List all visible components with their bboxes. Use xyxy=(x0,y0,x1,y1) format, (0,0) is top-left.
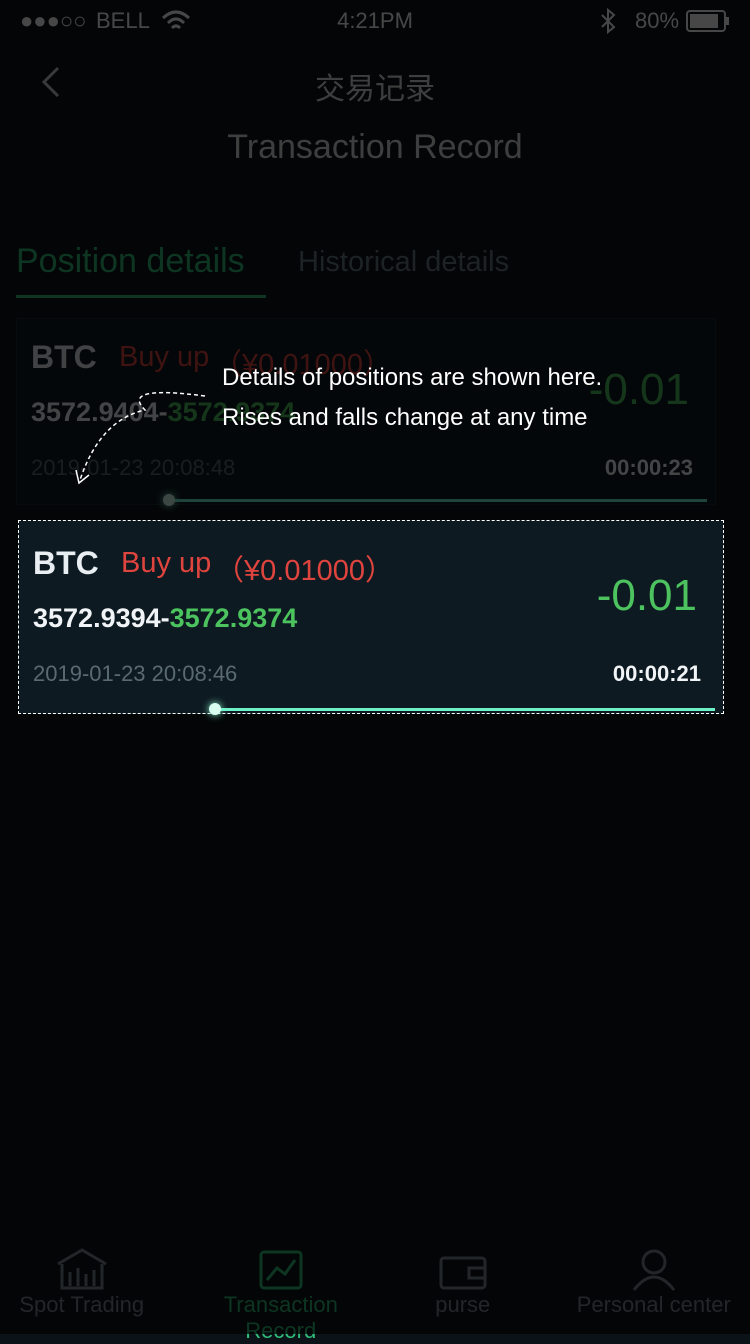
duration: 00:00:21 xyxy=(612,661,701,686)
price-current: 3572.9374 xyxy=(169,603,298,633)
guide-text: Rises and falls change at any time xyxy=(222,404,588,431)
guide-arrow xyxy=(75,391,206,485)
position-card: BTC Buy up （¥0.01000） 3572.9394-3572.9374 20… xyxy=(18,520,724,715)
open-time: 2019-01-23 20:08:46 xyxy=(33,661,238,686)
guide-text: Details of positions are shown here. xyxy=(222,364,603,391)
progress-track xyxy=(215,708,715,711)
direction: Buy up xyxy=(121,547,212,579)
progress-dot xyxy=(209,703,221,715)
price-open: 3572.9394- xyxy=(33,603,170,633)
amount: （¥0.01000） xyxy=(215,555,394,587)
price-range: 3572.9394-3572.9374 xyxy=(33,603,297,634)
symbol: BTC xyxy=(33,545,99,581)
change: -0.01 xyxy=(596,571,697,620)
